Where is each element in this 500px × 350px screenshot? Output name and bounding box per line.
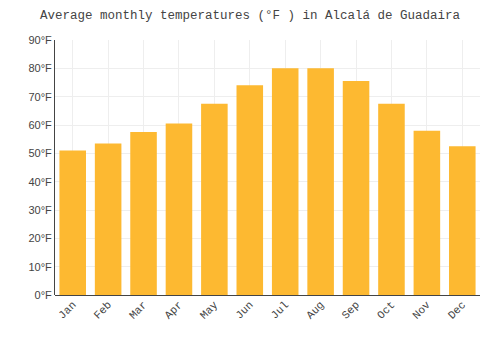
svg-text:Jan: Jan xyxy=(56,299,78,321)
svg-text:Apr: Apr xyxy=(162,299,184,321)
svg-text:Sep: Sep xyxy=(340,299,362,321)
svg-text:20°F: 20°F xyxy=(28,232,52,244)
svg-text:Average monthly temperatures (: Average monthly temperatures (°F ) in Al… xyxy=(40,9,461,23)
svg-text:30°F: 30°F xyxy=(28,204,52,216)
svg-text:Jul: Jul xyxy=(269,299,291,321)
svg-text:80°F: 80°F xyxy=(28,62,52,74)
svg-text:40°F: 40°F xyxy=(28,176,52,188)
svg-text:0°F: 0°F xyxy=(35,289,53,301)
svg-text:60°F: 60°F xyxy=(28,119,52,131)
svg-text:50°F: 50°F xyxy=(28,147,52,159)
svg-text:Mar: Mar xyxy=(127,299,149,321)
svg-text:Oct: Oct xyxy=(375,299,397,321)
svg-text:Dec: Dec xyxy=(446,299,468,321)
svg-text:May: May xyxy=(198,299,221,322)
svg-text:70°F: 70°F xyxy=(28,91,52,103)
svg-text:Aug: Aug xyxy=(304,299,326,321)
svg-text:Feb: Feb xyxy=(92,299,114,321)
svg-text:Jun: Jun xyxy=(233,299,255,321)
svg-text:90°F: 90°F xyxy=(28,34,52,46)
svg-text:10°F: 10°F xyxy=(28,261,52,273)
svg-text:Nov: Nov xyxy=(410,299,433,322)
